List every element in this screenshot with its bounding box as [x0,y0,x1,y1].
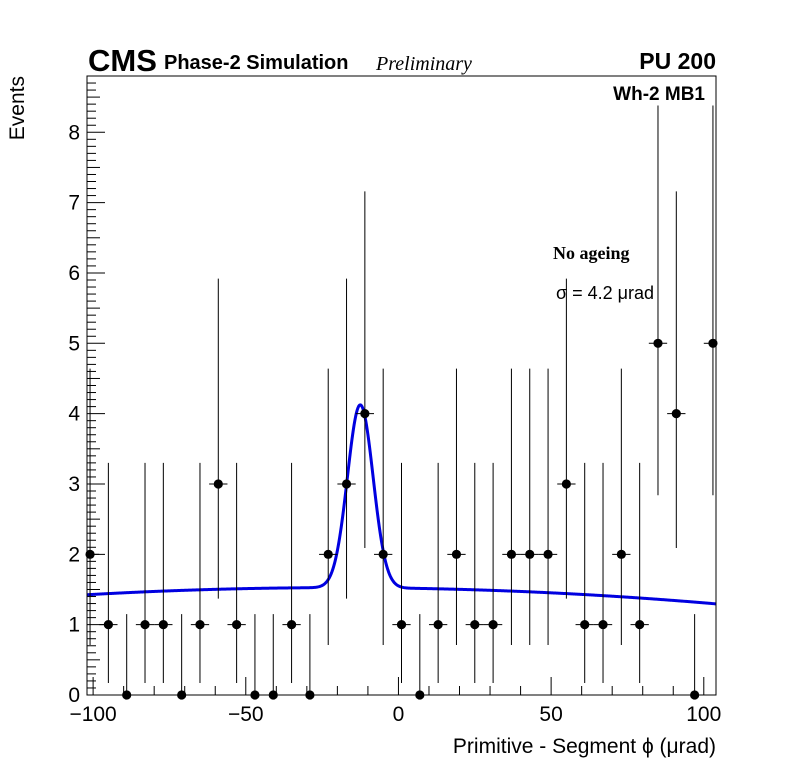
data-marker [671,409,681,419]
data-marker [488,620,498,630]
x-tick-label: 0 [393,703,405,726]
x-tick-label: −50 [228,703,264,726]
y-tick-label: 4 [68,403,80,426]
data-marker [158,620,168,630]
data-point [392,462,411,684]
data-marker [653,338,663,348]
preliminary-label: Preliminary [375,53,472,75]
data-marker [103,620,113,630]
data-point [520,368,539,646]
data-point [209,278,228,599]
data-marker [286,620,297,630]
data-marker [360,409,370,419]
data-marker [85,549,95,559]
x-tick-label: 100 [686,703,721,726]
y-axis-title: Events [6,76,29,140]
pileup-label: PU 200 [639,48,716,74]
data-marker [525,549,535,559]
data-point [99,462,118,684]
sigma-label: σ = 4.2 μrad [556,283,654,303]
data-marker [232,620,242,630]
data-marker [506,549,517,559]
data-marker [451,549,462,559]
data-marker [470,620,480,630]
data-marker [580,620,590,630]
x-tick-label: −100 [69,703,116,726]
y-tick-label: 6 [68,262,80,285]
data-point [465,462,484,684]
data-point [355,191,375,548]
data-point [667,191,686,548]
data-point [593,462,613,684]
data-marker [323,549,333,559]
data-point [648,105,668,496]
data-point [483,462,503,684]
data-point [575,462,594,684]
data-point [703,105,718,496]
data-point [154,462,173,684]
data-marker [195,620,205,630]
data-marker [378,549,388,559]
data-marker [708,338,718,348]
data-point [502,368,521,646]
data-marker [543,549,553,559]
data-marker [598,620,608,630]
data-point [374,368,393,646]
data-point [190,462,210,684]
data-marker [140,620,150,630]
data-point [85,368,100,646]
y-tick-label: 0 [68,684,80,707]
data-point [337,278,356,599]
data-marker [396,620,407,630]
y-tick-label: 8 [68,121,80,144]
x-axis-title: Primitive - Segment ϕ (μrad) [453,735,716,758]
data-marker [561,479,571,489]
data-point [538,368,558,646]
data-marker [616,549,626,559]
y-tick-label: 1 [68,614,80,637]
data-marker [341,479,352,489]
data-point [630,462,649,684]
data-marker [433,620,443,630]
data-point [282,462,301,684]
y-tick-label: 5 [68,332,80,355]
plot-frame [86,75,717,696]
x-tick-label: 50 [539,703,562,726]
data-point [227,462,246,684]
data-point [319,368,338,646]
simulation-label: Phase-2 Simulation [164,52,349,74]
chamber-label: Wh-2 MB1 [613,84,705,105]
data-marker [213,479,223,489]
data-point [447,368,466,646]
data-point [612,368,631,646]
experiment-label: CMS [88,43,157,78]
condition-label: No ageing [553,243,630,263]
y-tick-label: 7 [68,192,80,215]
data-point [557,278,576,599]
y-tick-label: 2 [68,543,80,566]
data-point [135,462,155,684]
y-tick-label: 3 [68,473,80,496]
data-marker [635,620,645,630]
data-point [428,462,448,684]
